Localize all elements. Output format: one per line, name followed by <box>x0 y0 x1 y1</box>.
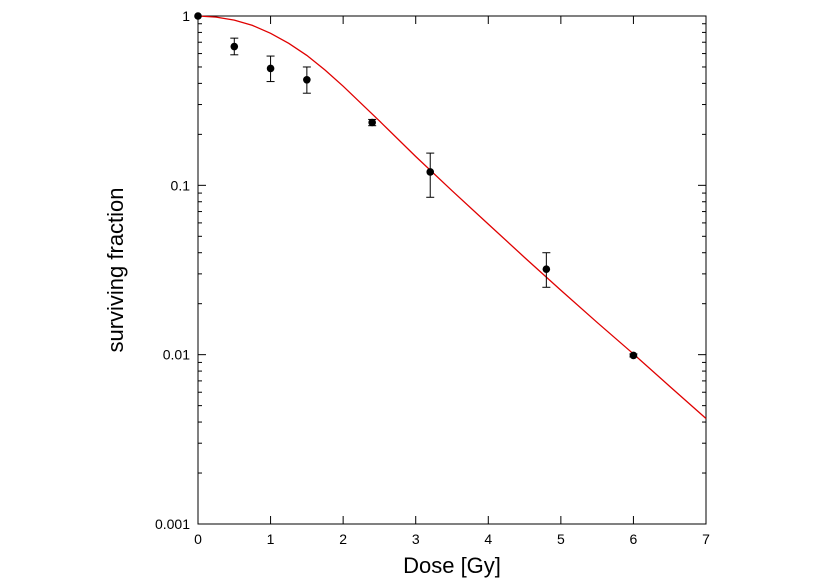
y-tick-label: 0.001 <box>155 516 190 532</box>
fit-curve <box>197 15 707 419</box>
x-tick-label: 3 <box>412 531 420 547</box>
plot-area <box>197 15 707 525</box>
x-tick-label: 7 <box>702 531 710 547</box>
data-point <box>194 12 202 20</box>
fit-curve-layer <box>197 15 707 419</box>
y-tick-label: 0.01 <box>163 347 190 363</box>
data-point <box>629 351 638 360</box>
x-tick-label: 2 <box>339 531 347 547</box>
y-tick-label: 0.1 <box>171 177 191 193</box>
x-axis-title: Dose [Gy] <box>403 553 501 578</box>
data-point <box>303 75 311 84</box>
axis-ticks <box>197 15 707 525</box>
x-tick-label: 0 <box>194 531 202 547</box>
data-points-layer <box>194 12 638 360</box>
data-point <box>266 64 275 73</box>
data-point <box>426 168 435 176</box>
x-tick-label: 5 <box>557 531 565 547</box>
x-tick-label: 6 <box>630 531 638 547</box>
data-point <box>542 265 551 273</box>
data-point <box>230 42 239 51</box>
y-tick-labels: 0.001 0.01 0.1 1 <box>155 8 190 532</box>
y-axis-title: surviving fraction <box>103 187 128 352</box>
x-tick-labels: 0 1 2 3 4 5 6 7 <box>194 531 710 547</box>
y-tick-label: 1 <box>182 8 190 24</box>
data-point <box>368 118 376 127</box>
x-tick-label: 1 <box>267 531 275 547</box>
x-tick-label: 4 <box>484 531 492 547</box>
